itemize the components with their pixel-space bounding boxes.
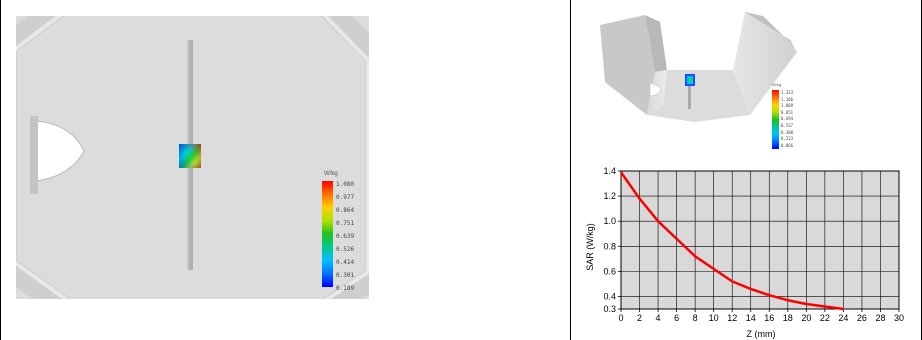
x-tick-label: 20: [801, 313, 811, 323]
legend-value: 0.639: [336, 233, 355, 240]
sar-point: [620, 171, 622, 174]
legend-value: 1.080: [336, 181, 355, 188]
perspective-legend-value: 0.537: [781, 123, 794, 128]
y-tick-label: 1.2: [603, 191, 616, 201]
sar-point: [787, 299, 789, 302]
legend-colorbar: [322, 181, 333, 287]
legend-value: 0.977: [336, 194, 355, 201]
sar-point: [657, 220, 659, 222]
perspective-legend-colorbar: [772, 90, 779, 149]
legend-value: 0.526: [336, 246, 355, 253]
legend-value: 0.864: [336, 207, 355, 214]
color-legend: W/kg 1.080 0.977 0.864 0.751 0.639 0.526 0.414…: [322, 171, 362, 292]
x-tick-label: 30: [894, 313, 904, 323]
x-axis-label: Z (mm): [747, 329, 776, 339]
sar-point: [675, 237, 678, 240]
y-axis-label: SAR (W/kg): [585, 223, 595, 271]
x-tick-label: 6: [674, 313, 679, 323]
perspective-legend-value: 0.223: [781, 136, 794, 142]
perspective-legend: W/kg 1.323 1.166 1.009 0.851 0.694 0.537 0.380…: [772, 82, 804, 154]
y-tick-label: 0.8: [603, 241, 616, 251]
perspective-legend-unit: W/kg: [772, 82, 782, 87]
y-tick-label: 0.6: [603, 266, 616, 276]
sar-z-chart: 0 2 4 6 8 10 12 14 16 18 20 22 24 26 28 30 0.30.40.60.8…: [585, 166, 904, 339]
legend-value: 0.414: [336, 259, 355, 266]
sar-3d-view-top[interactable]: W/kg 1.080 0.977 0.864 0.751 0.639 0.526 0.414…: [16, 16, 369, 299]
perspective-legend-value: 0.851: [781, 109, 794, 115]
legend-labels: 1.080 0.977 0.864 0.751 0.639 0.526 0.414 0.301…: [336, 181, 366, 292]
sar-point: [842, 308, 845, 310]
x-tick-label: 4: [656, 313, 661, 323]
phantom-perspective-model: [600, 12, 797, 122]
legend-unit: W/kg: [324, 171, 338, 177]
x-tick-label: 10: [709, 313, 719, 323]
x-tick-label: 18: [783, 313, 793, 323]
y-tick-label: 1.0: [603, 216, 616, 226]
sar-point: [805, 303, 808, 305]
x-tick-label: 24: [838, 313, 848, 323]
sar-point: [731, 280, 733, 283]
phantom-model: [16, 16, 369, 299]
perspective-legend-value: 0.380: [781, 129, 794, 135]
perspective-legend-value: 1.009: [781, 103, 794, 109]
sar-point: [749, 288, 752, 290]
sar-3d-view-perspective[interactable]: W/kg 1.323 1.166 1.009 0.851 0.694 0.537 0.380…: [585, 10, 805, 155]
sar-point: [638, 197, 641, 200]
perspective-legend-value: 0.066: [781, 142, 794, 148]
perspective-legend-value: 1.323: [781, 90, 794, 95]
y-tick-label: 1.4: [603, 166, 616, 176]
plot-area: [620, 170, 900, 310]
x-tick-label: 14: [746, 313, 756, 323]
y-tick-label: 0.4: [603, 291, 616, 301]
legend-value: 0.301: [336, 272, 355, 279]
x-tick-label: 28: [875, 313, 885, 323]
perspective-legend-value: 0.694: [781, 116, 794, 122]
sar-point: [824, 305, 826, 308]
x-tick-label: 12: [727, 313, 737, 323]
x-tick-label: 22: [820, 313, 830, 323]
x-tick-label: 16: [764, 313, 774, 323]
x-tick-label: 2: [637, 313, 642, 323]
legend-value: 0.189: [336, 285, 355, 292]
sar-point: [712, 268, 715, 270]
x-tick-label: 8: [693, 313, 698, 323]
sar-point: [694, 255, 696, 258]
legend-value: 0.751: [336, 220, 355, 227]
perspective-legend-labels: 1.323 1.166 1.009 0.851 0.694 0.537 0.380 0.223…: [781, 90, 804, 152]
sar-point: [768, 294, 771, 296]
x-tick-label: 26: [857, 313, 867, 323]
x-tick-label: 0: [618, 313, 623, 323]
perspective-legend-value: 1.166: [781, 96, 794, 102]
y-tick-label: 0.3: [603, 304, 616, 314]
